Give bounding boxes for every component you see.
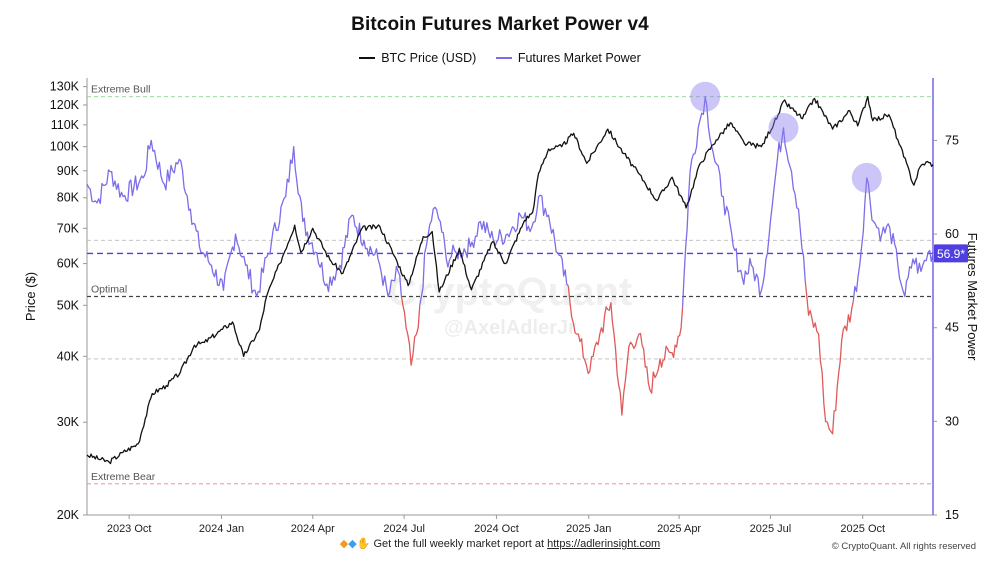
highlight-circle	[768, 112, 799, 143]
y-left-axis-title: Price ($)	[23, 272, 38, 321]
diamond-orange-icon: ◆	[339, 538, 349, 550]
x-tick-label: 2024 Jul	[383, 523, 425, 535]
watermark-main: CryptoQuant	[388, 270, 632, 314]
legend-label-price: BTC Price (USD)	[381, 51, 477, 65]
legend-entry-price[interactable]: BTC Price (USD)	[359, 51, 476, 65]
diamond-blue-icon: ◆	[348, 538, 357, 550]
y-left-tick-label: 110K	[51, 118, 80, 132]
x-tick-label: 2024 Jan	[199, 523, 244, 535]
y-left-tick-label: 90K	[57, 164, 80, 178]
x-tick-label: 2025 Oct	[840, 523, 885, 535]
y-left-tick-label: 20K	[57, 508, 80, 522]
y-right-tick-label: 75	[945, 133, 959, 147]
x-tick-label: 2024 Oct	[474, 523, 519, 535]
y-left-tick-label: 30K	[57, 415, 80, 429]
x-tick-label: 2025 Jan	[566, 523, 611, 535]
y-left-tick-label: 40K	[57, 349, 80, 363]
y-right-tick-label: 15	[945, 508, 959, 522]
y-left-tick-label: 130K	[50, 80, 80, 94]
x-tick-label: 2025 Jul	[750, 523, 792, 535]
raised-hands-icon: ✋	[356, 538, 371, 550]
legend-swatch-price	[359, 57, 376, 59]
reference-line-label: Extreme Bear	[91, 471, 156, 483]
y-right-tick-label: 45	[945, 321, 959, 335]
legend-label-power: Futures Market Power	[517, 51, 641, 65]
copyright-text: © CryptoQuant. All rights reserved	[831, 541, 976, 552]
y-right-tick-label: 60	[945, 227, 959, 241]
legend: BTC Price (USD) Futures Market Power	[0, 48, 1000, 65]
y-left-tick-label: 100K	[50, 140, 80, 154]
footer-text: Get the full weekly market report at	[373, 538, 545, 550]
watermark-sub: @AxelAdlerJr	[444, 317, 576, 339]
chart-title: Bitcoin Futures Market Power v4	[351, 14, 649, 35]
legend-swatch-power	[495, 57, 512, 59]
current-value-label: 56.9*	[937, 247, 965, 261]
x-tick-label: 2023 Oct	[107, 523, 152, 535]
legend-entry-power[interactable]: Futures Market Power	[495, 51, 641, 65]
y-right-axis-title: Futures Market Power	[965, 233, 980, 362]
series-line-btc-price	[86, 95, 934, 465]
footer-note: ◆◆✋ Get the full weekly market report at…	[0, 537, 1000, 550]
series-line-futures-power-below-optimal	[400, 280, 854, 435]
reference-line-label: Optimal	[91, 284, 127, 296]
highlight-circle	[851, 162, 882, 193]
y-left-tick-label: 80K	[57, 191, 80, 205]
y-left-tick-label: 70K	[57, 221, 80, 235]
y-right-tick-label: 30	[945, 414, 959, 428]
y-left-tick-label: 60K	[57, 257, 80, 271]
highlight-circle	[690, 81, 721, 112]
x-tick-label: 2025 Apr	[657, 523, 701, 535]
current-value-badge	[934, 244, 968, 263]
y-left-tick-label: 50K	[57, 298, 80, 312]
reference-line-label: Extreme Bull	[91, 84, 151, 96]
y-left-tick-label: 120K	[50, 98, 80, 112]
footer-link[interactable]: https://adlerinsight.com	[547, 538, 661, 550]
x-tick-label: 2024 Apr	[291, 523, 335, 535]
